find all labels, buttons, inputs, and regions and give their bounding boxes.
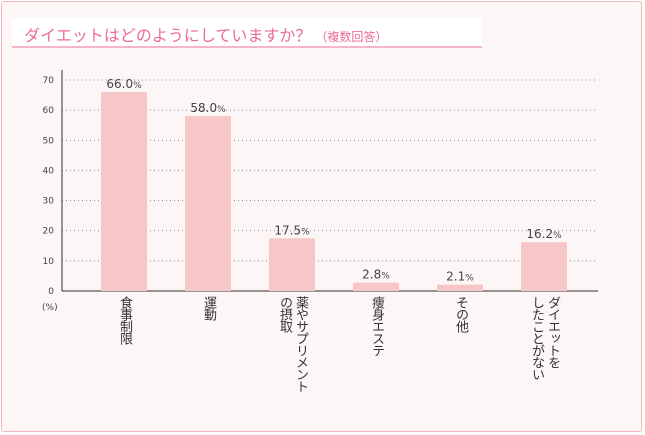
y-tick-label: 10	[43, 257, 55, 267]
value-label: 2.1%	[446, 270, 474, 284]
y-tick-label: 50	[43, 136, 55, 146]
category-label: 薬やサプリメント の摂取	[277, 296, 308, 392]
value-label: 2.8%	[362, 268, 390, 282]
bar	[353, 282, 399, 291]
category-label: その他	[453, 296, 468, 332]
chart-title-text: ダイエットはどのようにしていますか？	[24, 26, 312, 45]
value-label: 58.0%	[190, 101, 226, 115]
bar	[437, 284, 483, 291]
y-tick-label: 20	[43, 227, 55, 237]
category-label: 食事制限	[117, 296, 132, 344]
category-label: 運動	[201, 296, 216, 320]
bar	[269, 238, 315, 291]
chart-title: ダイエットはどのようにしていますか？ （複数回答）	[24, 22, 387, 46]
title-bar: ダイエットはどのようにしていますか？ （複数回答）	[12, 18, 482, 48]
y-tick-label: 0	[48, 287, 54, 297]
value-label: 66.0%	[106, 77, 142, 91]
y-tick-label: 70	[43, 76, 55, 86]
y-tick-label: 60	[43, 106, 55, 116]
value-label: 16.2%	[526, 227, 562, 241]
chart-title-note: （複数回答）	[315, 30, 388, 44]
category-label: 痩身エステ	[369, 296, 384, 356]
y-tick-label: 40	[43, 166, 55, 176]
bar	[521, 242, 567, 291]
bar	[101, 92, 147, 291]
bar	[185, 116, 231, 292]
value-label: 17.5%	[274, 223, 310, 237]
y-axis-unit: (%)	[42, 303, 58, 313]
y-tick-label: 30	[43, 197, 55, 207]
category-label: ダイエットを したことがない	[529, 296, 560, 380]
